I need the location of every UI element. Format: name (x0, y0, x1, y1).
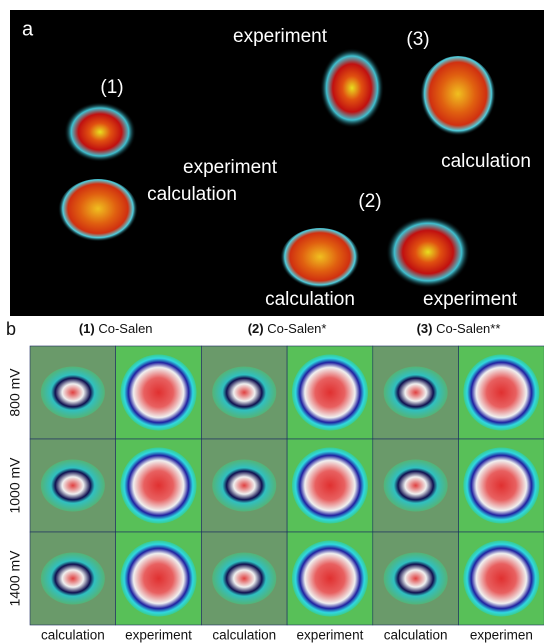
figure: a experiment (3) (1) experiment calculat… (0, 0, 544, 644)
cell-image (292, 541, 368, 617)
annotation: (2) (358, 191, 381, 212)
column-header: (1) Co-Salen (79, 321, 153, 336)
annotation: calculation (147, 184, 237, 205)
cell-image (41, 367, 105, 419)
blob (64, 102, 136, 162)
cell-image (212, 553, 276, 605)
header-name: Co-Salen (98, 321, 152, 336)
column-label: calculation (212, 628, 276, 643)
cell-image (384, 553, 448, 605)
cell-image (463, 355, 539, 431)
column-label: experiment (125, 628, 192, 643)
blob (280, 228, 360, 292)
annotation: (3) (406, 29, 429, 50)
header-name: Co-Salen* (267, 321, 326, 336)
header-number: (3) (417, 321, 433, 336)
annotation: calculation (265, 289, 355, 310)
annotation: (1) (100, 77, 123, 98)
cell-image (121, 541, 197, 617)
annotation: experiment (233, 26, 328, 47)
annotation: experiment (183, 157, 278, 178)
cell-image (384, 367, 448, 419)
cell-image (463, 448, 539, 524)
header-number: (2) (248, 321, 264, 336)
row-label: 1000 mV (7, 457, 23, 514)
row-label: 800 mV (7, 368, 23, 417)
column-header: (3) Co-Salen** (417, 321, 501, 336)
cell-image (212, 367, 276, 419)
cell-image (212, 460, 276, 512)
panel-label: a (22, 18, 34, 40)
blob (58, 179, 138, 245)
header-number: (1) (79, 321, 95, 336)
blob (420, 56, 496, 140)
cell-image (292, 355, 368, 431)
annotation: experiment (423, 289, 518, 310)
panel-label: b (6, 319, 16, 339)
column-label: experimen (470, 628, 533, 643)
column-label: calculation (384, 628, 448, 643)
column-label: experiment (297, 628, 364, 643)
blob (386, 216, 470, 288)
blob (320, 48, 384, 128)
cell-image (41, 460, 105, 512)
header-name: Co-Salen** (436, 321, 500, 336)
annotation: calculation (441, 151, 531, 172)
cell-image (41, 553, 105, 605)
row-label: 1400 mV (7, 550, 23, 607)
cell-image (121, 355, 197, 431)
column-label: calculation (41, 628, 105, 643)
cell-image (384, 460, 448, 512)
cell-image (121, 448, 197, 524)
cell-image (292, 448, 368, 524)
column-header: (2) Co-Salen* (248, 321, 327, 336)
panel-b-grid (30, 346, 544, 625)
cell-image (463, 541, 539, 617)
